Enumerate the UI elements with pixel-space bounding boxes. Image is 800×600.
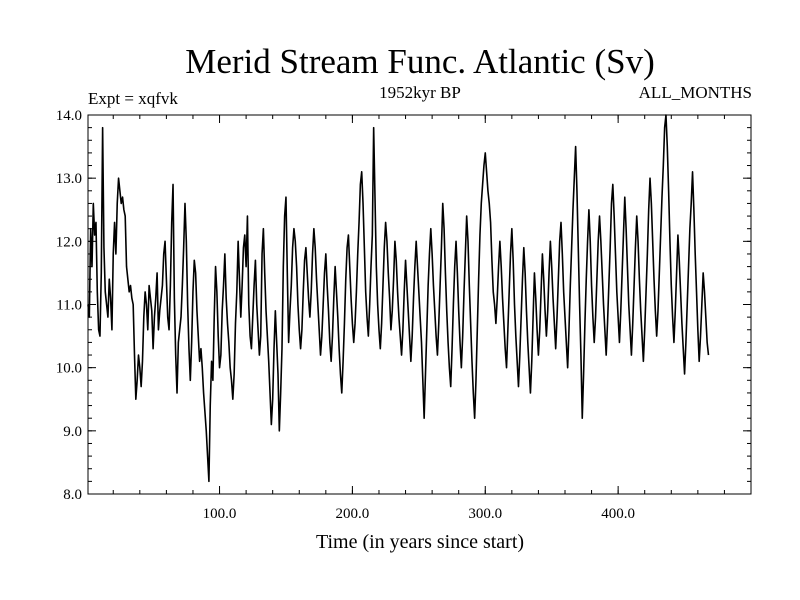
y-tick-label: 8.0 <box>63 487 82 503</box>
x-tick-label: 200.0 <box>336 506 370 522</box>
y-tick-label: 13.0 <box>56 171 82 187</box>
chart-subtitle: 1952kyr BP <box>379 83 461 102</box>
experiment-label: Expt = xqfvk <box>88 89 178 108</box>
x-tick-label: 100.0 <box>203 506 237 522</box>
x-tick-label: 300.0 <box>468 506 502 522</box>
data-series-line <box>87 114 710 483</box>
x-axis-label: Time (in years since start) <box>316 531 524 553</box>
x-axis: 100.0 200.0 300.0 400.0 <box>112 115 725 522</box>
months-label: ALL_MONTHS <box>639 83 752 102</box>
chart-title: Merid Stream Func. Atlantic (Sv) <box>185 42 655 81</box>
y-tick-label: 11.0 <box>56 298 82 314</box>
y-tick-label: 9.0 <box>63 424 82 440</box>
y-tick-label: 14.0 <box>56 108 82 124</box>
y-tick-label: 12.0 <box>56 234 82 250</box>
x-tick-label: 400.0 <box>601 506 635 522</box>
y-tick-label: 10.0 <box>56 361 82 377</box>
